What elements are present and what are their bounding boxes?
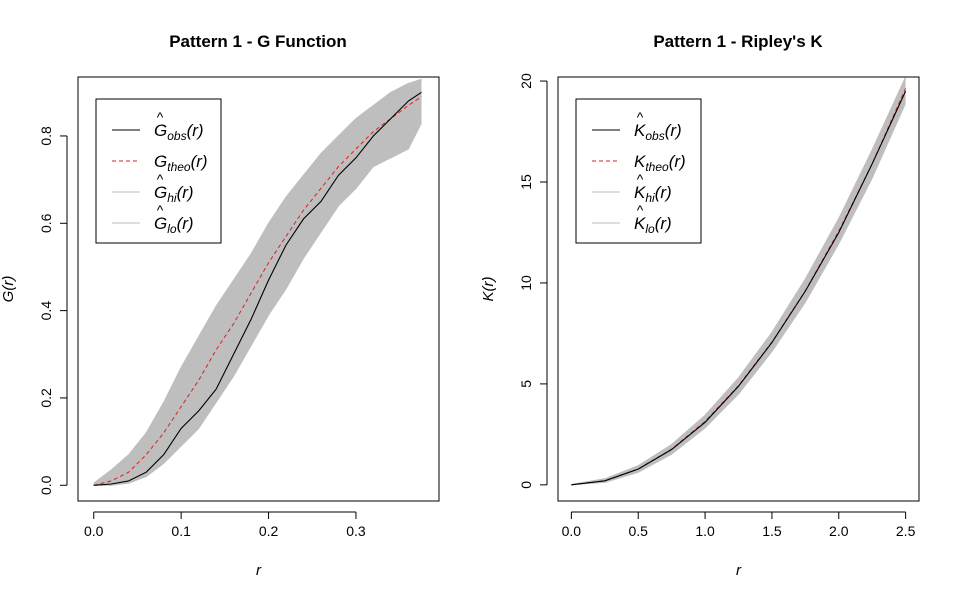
series-line-obs	[571, 90, 907, 486]
legend-subscript: obs	[167, 129, 186, 143]
legend-argument: (r)	[655, 183, 672, 202]
legend-label: Klo(r)	[634, 214, 672, 236]
chart-title: Pattern 1 - G Function	[169, 32, 347, 51]
hat-accent: ^	[157, 109, 164, 125]
series-line-lo	[571, 102, 907, 486]
plot-frame	[77, 76, 440, 502]
series-line-hi	[93, 78, 422, 484]
y-tick-label: 15	[518, 174, 534, 190]
legend-subscript: lo	[167, 222, 177, 236]
legend-subscript: obs	[645, 129, 664, 143]
x-tick-label: 0.3	[346, 523, 366, 539]
legend-item-hi: Ghi(r)^	[112, 171, 194, 205]
hat-accent: ^	[637, 171, 644, 187]
hat-accent: ^	[157, 171, 164, 187]
legend-item-lo: Klo(r)^	[592, 202, 672, 236]
legend-box	[575, 98, 702, 244]
legend-subscript: lo	[645, 222, 655, 236]
chart-title: Pattern 1 - Ripley's K	[653, 32, 823, 51]
legend-item-obs: Kobs(r)^	[592, 109, 682, 143]
legend-item-obs: Gobs(r)^	[112, 109, 204, 143]
x-tick-label: 0.5	[628, 523, 648, 539]
legend-subscript: hi	[167, 191, 177, 205]
legend-label: Kobs(r)	[634, 121, 682, 143]
legend-argument: (r)	[655, 214, 672, 233]
hat-accent: ^	[637, 202, 644, 218]
x-tick-label: 2.5	[896, 523, 916, 539]
legend-letter: G	[154, 183, 167, 202]
legend-argument: (r)	[177, 183, 194, 202]
y-axis-label: K(r)	[480, 277, 497, 302]
chart-panel-2: 0.0 0.5 1.0 1.5 2.0 2.5 0 5 10 15 20 Pattern 1 - Ri…	[480, 32, 920, 579]
legend-letter: G	[154, 214, 167, 233]
legend-subscript: theo	[167, 160, 191, 174]
legend-letter: K	[634, 152, 646, 171]
y-tick-label: 0.2	[38, 388, 54, 408]
legend-label: Khi(r)	[634, 183, 672, 205]
legend-item-lo: Glo(r)^	[112, 202, 194, 236]
x-tick-label: 0.1	[171, 523, 191, 539]
legend: Kobs(r)^Ktheo(r)Khi(r)^Klo(r)^	[575, 98, 702, 244]
legend-argument: (r)	[187, 121, 204, 140]
x-axis-label: r	[256, 562, 262, 579]
legend-argument: (r)	[177, 214, 194, 233]
series-line-theo	[93, 96, 422, 486]
legend-label: Gtheo(r)	[154, 152, 208, 174]
legend-letter: K	[634, 183, 646, 202]
series-line-lo	[93, 122, 422, 486]
y-tick-label: 0.4	[38, 301, 54, 321]
hat-accent: ^	[157, 202, 164, 218]
y-tick-label: 5	[518, 380, 534, 388]
x-tick-label: 1.0	[695, 523, 715, 539]
plot-frame	[557, 76, 920, 502]
legend-item-theo: Gtheo(r)	[112, 152, 208, 174]
y-axis-label: G(r)	[0, 276, 17, 303]
series-line-obs	[93, 91, 422, 486]
legend-label: Glo(r)	[154, 214, 194, 236]
x-tick-label: 0.0	[84, 523, 104, 539]
y-tick-label: 0.0	[38, 475, 54, 495]
legend-box	[95, 98, 222, 244]
legend-argument: (r)	[191, 152, 208, 171]
legend-letter: G	[154, 152, 167, 171]
y-tick-label: 0.6	[38, 213, 54, 233]
x-tick-label: 1.5	[762, 523, 782, 539]
legend-argument: (r)	[669, 152, 686, 171]
chart-panel-1: 0.0 0.1 0.2 0.3 0.0 0.2 0.4 0.6 0.8 Pattern 1 - G…	[0, 32, 440, 579]
y-tick-label: 0.8	[38, 126, 54, 146]
x-tick-label: 0.0	[562, 523, 582, 539]
series-line-hi	[571, 76, 907, 485]
hat-accent: ^	[637, 109, 644, 125]
legend-letter: K	[634, 121, 646, 140]
legend-subscript: hi	[645, 191, 655, 205]
y-tick-label: 20	[518, 73, 534, 89]
legend: Gobs(r)^Gtheo(r)Ghi(r)^Glo(r)^	[95, 98, 222, 244]
legend-item-theo: Ktheo(r)	[592, 152, 686, 174]
legend-label: Ktheo(r)	[634, 152, 686, 174]
x-axis-label: r	[736, 562, 742, 579]
y-tick-label: 0	[518, 481, 534, 489]
legend-item-hi: Khi(r)^	[592, 171, 672, 205]
legend-argument: (r)	[665, 121, 682, 140]
x-tick-label: 2.0	[829, 523, 849, 539]
x-tick-label: 0.2	[259, 523, 279, 539]
y-tick-label: 10	[518, 275, 534, 291]
legend-letter: K	[634, 214, 646, 233]
legend-label: Ghi(r)	[154, 183, 194, 205]
legend-letter: G	[154, 121, 167, 140]
legend-subscript: theo	[645, 160, 669, 174]
legend-label: Gobs(r)	[154, 121, 204, 143]
